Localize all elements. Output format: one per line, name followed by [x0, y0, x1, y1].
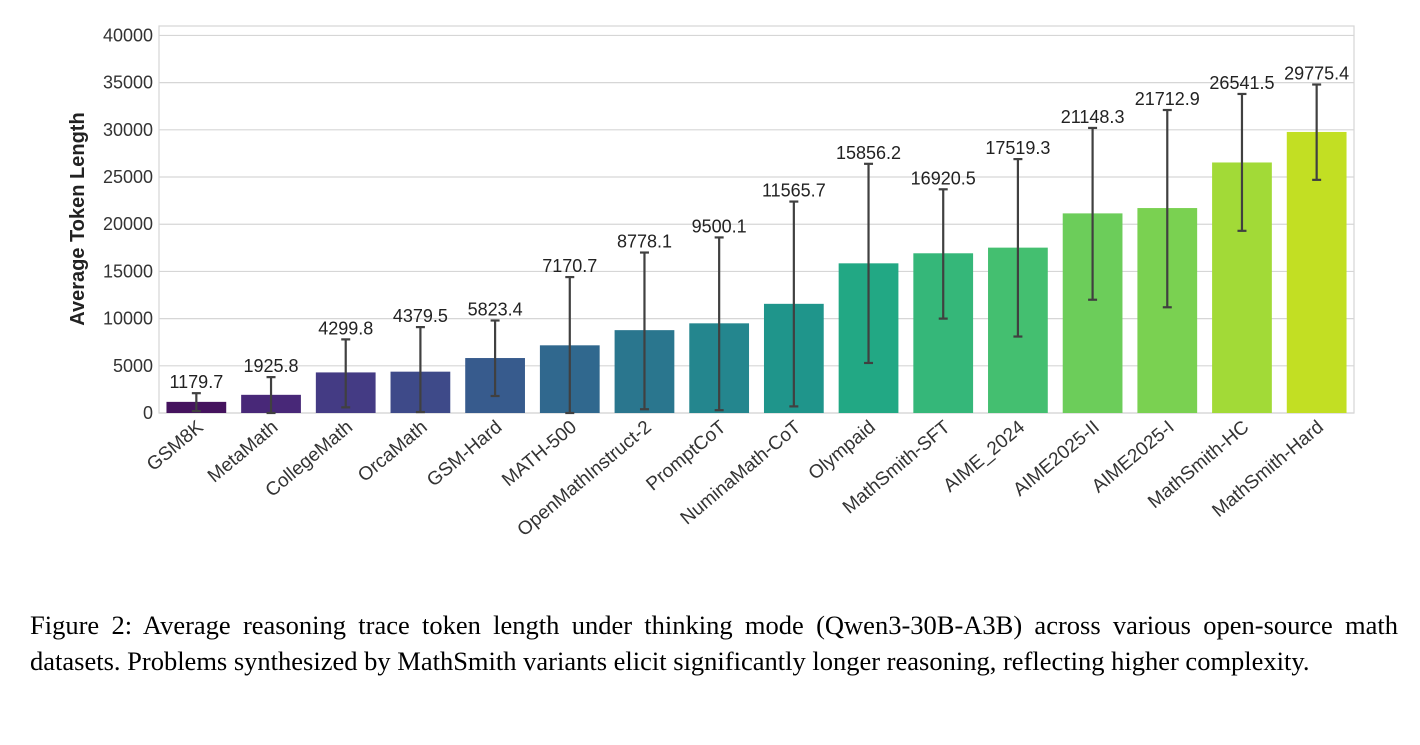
grid-lines: [159, 34, 1354, 414]
y-tick-label: 40000: [103, 25, 153, 45]
error-bar: [191, 392, 201, 413]
x-tick-label: OpenMathInstruct-2: [514, 417, 656, 541]
x-tick-label: GSM8K: [143, 417, 208, 476]
plot-frame: [158, 25, 1355, 414]
data-label: 21148.3: [1061, 107, 1125, 127]
error-bar: [415, 326, 425, 414]
data-labels: 1179.7 1925.8 4299.8 4379.5 5823.4 7170.7 8778…: [169, 64, 1349, 393]
data-label: 1925.8: [244, 356, 299, 376]
data-label: 26541.5: [1209, 73, 1274, 93]
error-bar: [266, 376, 276, 415]
y-axis-label: Average Token Length: [67, 112, 89, 325]
bars: [166, 131, 1347, 413]
data-label: 17519.3: [985, 138, 1050, 158]
bar-chart: 0 5000 10000 15000 20000 25000 30000 35000 40000…: [67, 25, 1355, 541]
figure-caption: Figure 2: Average reasoning trace token …: [30, 610, 1398, 676]
error-bar: [565, 275, 575, 415]
x-tick-label: OrcaMath: [354, 417, 431, 487]
error-bars: [191, 83, 1322, 415]
data-label: 9500.1: [692, 216, 747, 236]
error-bar: [789, 200, 799, 408]
data-label: 29775.4: [1284, 64, 1349, 84]
error-bar: [714, 236, 724, 412]
error-bar: [1237, 92, 1247, 232]
y-tick-label: 10000: [103, 309, 153, 329]
x-axis-ticks: GSM8KMetaMathCollegeMathOrcaMathGSM-Hard…: [143, 416, 1328, 540]
error-bar: [864, 162, 874, 365]
error-bar: [1088, 126, 1098, 301]
data-label: 4299.8: [318, 318, 373, 338]
y-tick-label: 0: [143, 403, 153, 423]
data-label: 1179.7: [169, 372, 223, 392]
data-label: 21712.9: [1135, 89, 1200, 109]
error-bar: [938, 188, 948, 320]
error-bar: [490, 319, 500, 398]
data-label: 16920.5: [911, 168, 976, 188]
error-bar: [1162, 108, 1172, 309]
y-axis-ticks: 0 5000 10000 15000 20000 25000 30000 35000 40000: [103, 25, 153, 423]
y-tick-label: 35000: [103, 73, 153, 93]
data-label: 5823.4: [468, 299, 523, 319]
x-tick-label: MetaMath: [204, 417, 282, 487]
y-tick-label: 20000: [103, 214, 153, 234]
error-bar: [639, 251, 649, 411]
data-label: 8778.1: [617, 232, 672, 252]
x-tick-label: GSM-Hard: [423, 417, 506, 491]
x-tick-label: Olympaid: [805, 417, 880, 485]
error-bar: [1312, 83, 1322, 181]
data-label: 7170.7: [542, 256, 597, 276]
y-tick-label: 30000: [103, 120, 153, 140]
y-tick-label: 25000: [103, 167, 153, 187]
data-label: 4379.5: [393, 306, 448, 326]
error-bar: [1013, 157, 1023, 338]
data-label: 15856.2: [836, 143, 901, 163]
y-tick-label: 15000: [103, 261, 153, 281]
y-tick-label: 5000: [113, 356, 153, 376]
data-label: 11565.7: [762, 181, 826, 201]
error-bar: [341, 338, 351, 409]
